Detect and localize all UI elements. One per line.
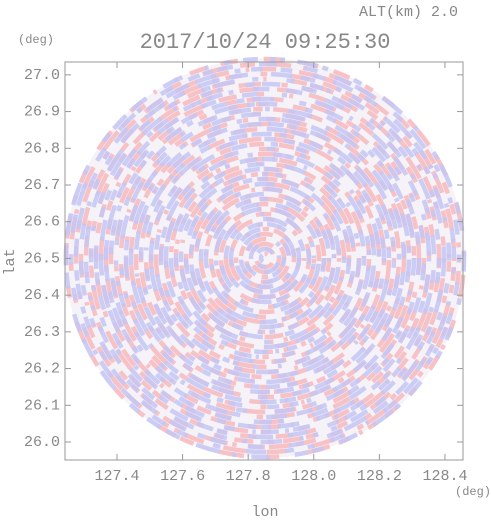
- radar-field: [63, 56, 467, 460]
- radar-texture: [178, 171, 352, 345]
- radar-texture: [88, 81, 442, 435]
- y-tick-label: 26.4: [24, 287, 60, 304]
- altitude: ALT(km) 2.0: [359, 4, 458, 21]
- radar-texture: [248, 241, 282, 275]
- x-tick-label: 127.4: [94, 468, 139, 485]
- radar-texture: [118, 111, 412, 405]
- radar-texture: [198, 191, 332, 325]
- radar-texture: [158, 151, 372, 365]
- radar-texture: [93, 86, 437, 430]
- radar-texture: [168, 161, 362, 355]
- radar-texture: [133, 126, 397, 390]
- radar-texture: [243, 236, 287, 280]
- y-tick-label: 26.2: [24, 361, 60, 378]
- radar-texture: [128, 121, 402, 395]
- radar-texture: [83, 76, 447, 440]
- radar-texture: [73, 66, 457, 450]
- radar-texture: [153, 146, 377, 370]
- y-tick-label: 26.6: [24, 214, 60, 231]
- radar-texture: [193, 186, 337, 330]
- y-tick-label: 26.3: [24, 324, 60, 341]
- radar-texture: [208, 201, 322, 315]
- radar-texture: [188, 181, 342, 335]
- x-tick-label: 127.8: [226, 468, 271, 485]
- radar-texture: [138, 131, 392, 385]
- y-tick-label: 27.0: [24, 67, 60, 84]
- radar-texture: [203, 196, 327, 320]
- radar-texture: [233, 226, 297, 290]
- radar-texture: [143, 136, 387, 380]
- radar-texture: [218, 211, 312, 305]
- x-axis-label: lon: [251, 504, 278, 521]
- radar-texture: [98, 91, 432, 425]
- radar-texture: [78, 71, 452, 445]
- x-tick-label: 128.4: [422, 468, 467, 485]
- radar-texture: [238, 231, 292, 285]
- radar-texture: [173, 166, 357, 350]
- radar-texture: [148, 141, 382, 375]
- radar-texture: [213, 206, 317, 310]
- radar-texture: [113, 106, 417, 410]
- chart-title: 2017/10/24 09:25:30: [140, 30, 391, 55]
- y-tick-label: 26.7: [24, 177, 60, 194]
- radar-texture: [123, 116, 407, 400]
- y-tick-label: 26.8: [24, 140, 60, 157]
- y-unit: (deg): [18, 33, 54, 47]
- radar-texture: [253, 246, 277, 270]
- radar-texture: [258, 251, 272, 265]
- y-axis-label: lat: [2, 248, 19, 275]
- radar-texture: [163, 156, 367, 360]
- y-tick-label: 26.5: [24, 250, 60, 267]
- plot-frame: [64, 61, 464, 461]
- radar-texture: [228, 221, 302, 295]
- y-tick-label: 26.1: [24, 397, 60, 414]
- y-tick-label: 26.9: [24, 104, 60, 121]
- x-tick-label: 128.2: [357, 468, 402, 485]
- radar-texture: [188, 181, 342, 335]
- radar-texture: [183, 176, 347, 340]
- radar-disk: [65, 58, 465, 458]
- radar-texture: [103, 96, 427, 420]
- x-tick-label: 127.6: [160, 468, 205, 485]
- radar-texture: [108, 101, 422, 415]
- radar-texture: [223, 216, 307, 300]
- x-tick-label: 128.0: [291, 468, 336, 485]
- radar-texture: [258, 251, 272, 265]
- y-tick-label: 26.0: [24, 434, 60, 451]
- x-unit: (deg): [455, 485, 491, 499]
